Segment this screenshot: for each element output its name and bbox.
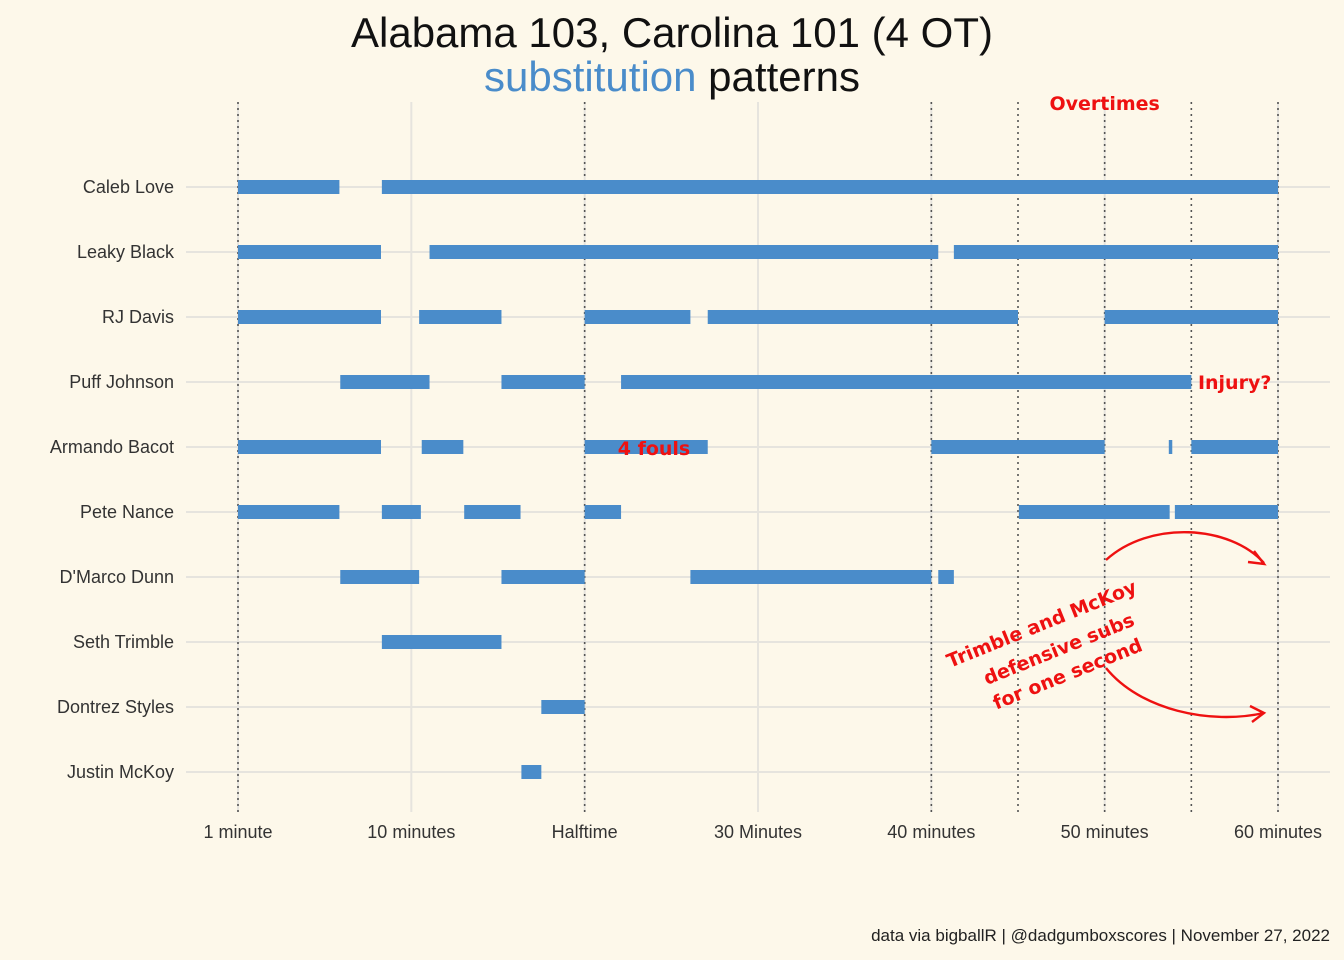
- x-tick-label: 30 Minutes: [714, 822, 802, 842]
- annotation-injury: Injury?: [1198, 372, 1271, 394]
- stint-bar-4-3: [931, 440, 1105, 454]
- annotation-overtimes: Overtimes: [1049, 93, 1159, 115]
- arrowhead-upper: [1247, 550, 1267, 566]
- player-label: Puff Johnson: [69, 372, 174, 392]
- stint-bar-1-0: [238, 245, 381, 259]
- player-label: Leaky Black: [77, 242, 175, 262]
- player-label: Armando Bacot: [50, 437, 174, 457]
- arrowhead-lower: [1249, 704, 1267, 723]
- arrow-upper: [1105, 531, 1265, 564]
- x-tick-label: 40 minutes: [887, 822, 975, 842]
- stint-bar-0-1: [381, 180, 1278, 194]
- player-label: Caleb Love: [83, 177, 174, 197]
- annotation-fouls: 4 fouls: [618, 438, 691, 460]
- stint-bar-3-0: [340, 375, 430, 389]
- stint-bar-6-2: [690, 570, 932, 584]
- stint-bar-3-1: [501, 375, 585, 389]
- stint-bar-4-5: [1191, 440, 1278, 454]
- chart-subtitle: substitution patterns: [0, 54, 1344, 100]
- stint-bar-5-2: [464, 505, 521, 519]
- x-tick-label: 10 minutes: [367, 822, 455, 842]
- subtitle-highlight: substitution: [484, 53, 697, 100]
- stint-bar-6-0: [340, 570, 420, 584]
- stint-bar-2-3: [707, 310, 1018, 324]
- player-label: D'Marco Dunn: [60, 567, 174, 587]
- x-tick-label: 60 minutes: [1234, 822, 1322, 842]
- stint-bar-5-0: [238, 505, 340, 519]
- arrow-lower: [1105, 667, 1265, 719]
- stint-bar-1-1: [429, 245, 939, 259]
- stint-bar-6-3: [938, 570, 954, 584]
- stint-bar-2-1: [419, 310, 502, 324]
- caption: data via bigballR | @dadgumboxscores | N…: [871, 926, 1330, 945]
- x-tick-label: 1 minute: [203, 822, 272, 842]
- player-label: Seth Trimble: [73, 632, 174, 652]
- player-label: RJ Davis: [102, 307, 174, 327]
- stint-bar-2-4: [1104, 310, 1278, 324]
- stint-bar-4-1: [421, 440, 464, 454]
- stint-bar-2-2: [584, 310, 691, 324]
- stint-bar-5-3: [584, 505, 622, 519]
- x-tick-label: Halftime: [552, 822, 618, 842]
- stint-bar-8-0: [541, 700, 585, 714]
- subtitle-rest: patterns: [696, 53, 860, 100]
- stint-bar-5-4: [1018, 505, 1170, 519]
- stint-bar-9-0: [521, 765, 542, 779]
- stint-bar-5-5: [1174, 505, 1278, 519]
- player-label: Dontrez Styles: [57, 697, 174, 717]
- stint-bar-4-4: [1168, 440, 1173, 454]
- stint-bar-2-0: [238, 310, 381, 324]
- stint-bar-6-1: [501, 570, 585, 584]
- stint-bar-0-0: [238, 180, 340, 194]
- chart-title: Alabama 103, Carolina 101 (4 OT): [351, 9, 993, 56]
- stint-bar-4-0: [238, 440, 381, 454]
- stint-bar-7-0: [381, 635, 502, 649]
- stint-bar-3-2: [621, 375, 1192, 389]
- x-tick-label: 50 minutes: [1061, 822, 1149, 842]
- player-label: Justin McKoy: [67, 762, 174, 782]
- stint-bar-1-2: [953, 245, 1278, 259]
- stint-bar-5-1: [381, 505, 421, 519]
- stint-bar-4-2: [584, 440, 708, 454]
- player-label: Pete Nance: [80, 502, 174, 522]
